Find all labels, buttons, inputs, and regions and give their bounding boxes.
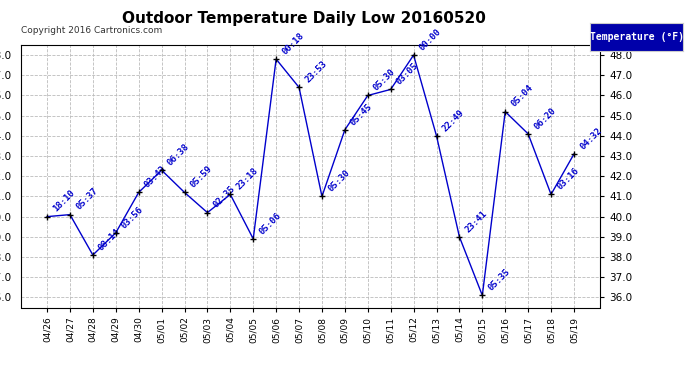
Text: 05:37: 05:37 <box>74 186 99 212</box>
Text: 00:00: 00:00 <box>417 27 443 52</box>
Text: Outdoor Temperature Daily Low 20160520: Outdoor Temperature Daily Low 20160520 <box>121 11 486 26</box>
Text: 18:10: 18:10 <box>51 189 77 214</box>
Text: Copyright 2016 Cartronics.com: Copyright 2016 Cartronics.com <box>21 26 162 35</box>
Text: 05:04: 05:04 <box>509 84 535 109</box>
Text: 08:14: 08:14 <box>97 227 122 252</box>
Text: 23:53: 23:53 <box>303 59 328 85</box>
Text: 03:43: 03:43 <box>143 164 168 190</box>
Text: 03:56: 03:56 <box>120 205 146 230</box>
Text: 23:41: 23:41 <box>464 209 489 234</box>
Text: 05:30: 05:30 <box>326 168 351 194</box>
Text: 05:30: 05:30 <box>372 68 397 93</box>
Text: 23:18: 23:18 <box>235 166 260 192</box>
Text: 06:20: 06:20 <box>532 106 558 131</box>
Text: 22:49: 22:49 <box>441 108 466 133</box>
Text: 05:35: 05:35 <box>486 267 512 292</box>
Text: 05:06: 05:06 <box>257 211 283 236</box>
Text: Temperature (°F): Temperature (°F) <box>589 32 684 42</box>
Text: 03:16: 03:16 <box>555 166 580 192</box>
Text: 00:18: 00:18 <box>280 31 306 56</box>
Text: 05:45: 05:45 <box>349 102 375 127</box>
Text: 04:32: 04:32 <box>578 126 604 151</box>
Text: 06:38: 06:38 <box>166 142 191 167</box>
Text: 05:59: 05:59 <box>188 164 214 190</box>
Text: 02:35: 02:35 <box>212 184 237 210</box>
Text: 03:05: 03:05 <box>395 61 420 87</box>
